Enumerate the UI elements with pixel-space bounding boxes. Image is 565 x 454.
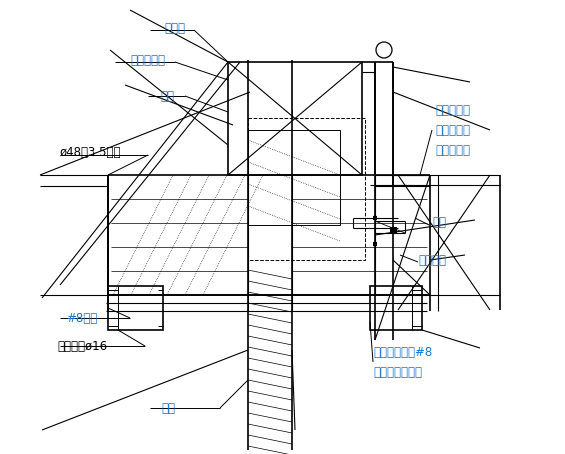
Text: #8槽钢: #8槽钢: [66, 311, 98, 325]
Text: 落差保护器: 落差保护器: [131, 54, 166, 66]
Text: 施工人员: 施工人员: [418, 253, 446, 266]
Text: 大钢管套小: 大钢管套小: [435, 104, 470, 117]
Text: 双头螺栓ø16: 双头螺栓ø16: [57, 340, 107, 352]
Bar: [248, 118, 365, 260]
Bar: [390, 227, 396, 233]
Bar: [228, 62, 362, 175]
Text: 钢管组成活: 钢管组成活: [435, 123, 470, 137]
Text: 绳梯: 绳梯: [160, 89, 174, 103]
Bar: [108, 286, 163, 330]
Text: 安全带: 安全带: [164, 21, 185, 35]
Text: 槽钢用铅丝扎紧: 槽钢用铅丝扎紧: [373, 365, 422, 379]
Text: ø48＊3.5钢管: ø48＊3.5钢管: [59, 145, 121, 158]
Text: 脚手板两端与#8: 脚手板两端与#8: [373, 345, 432, 359]
Bar: [370, 286, 422, 330]
Bar: [248, 130, 340, 225]
Text: 动栏杆立杆: 动栏杆立杆: [435, 143, 470, 157]
Text: 电焊: 电焊: [432, 216, 446, 228]
Text: 钢柱: 钢柱: [161, 401, 175, 415]
